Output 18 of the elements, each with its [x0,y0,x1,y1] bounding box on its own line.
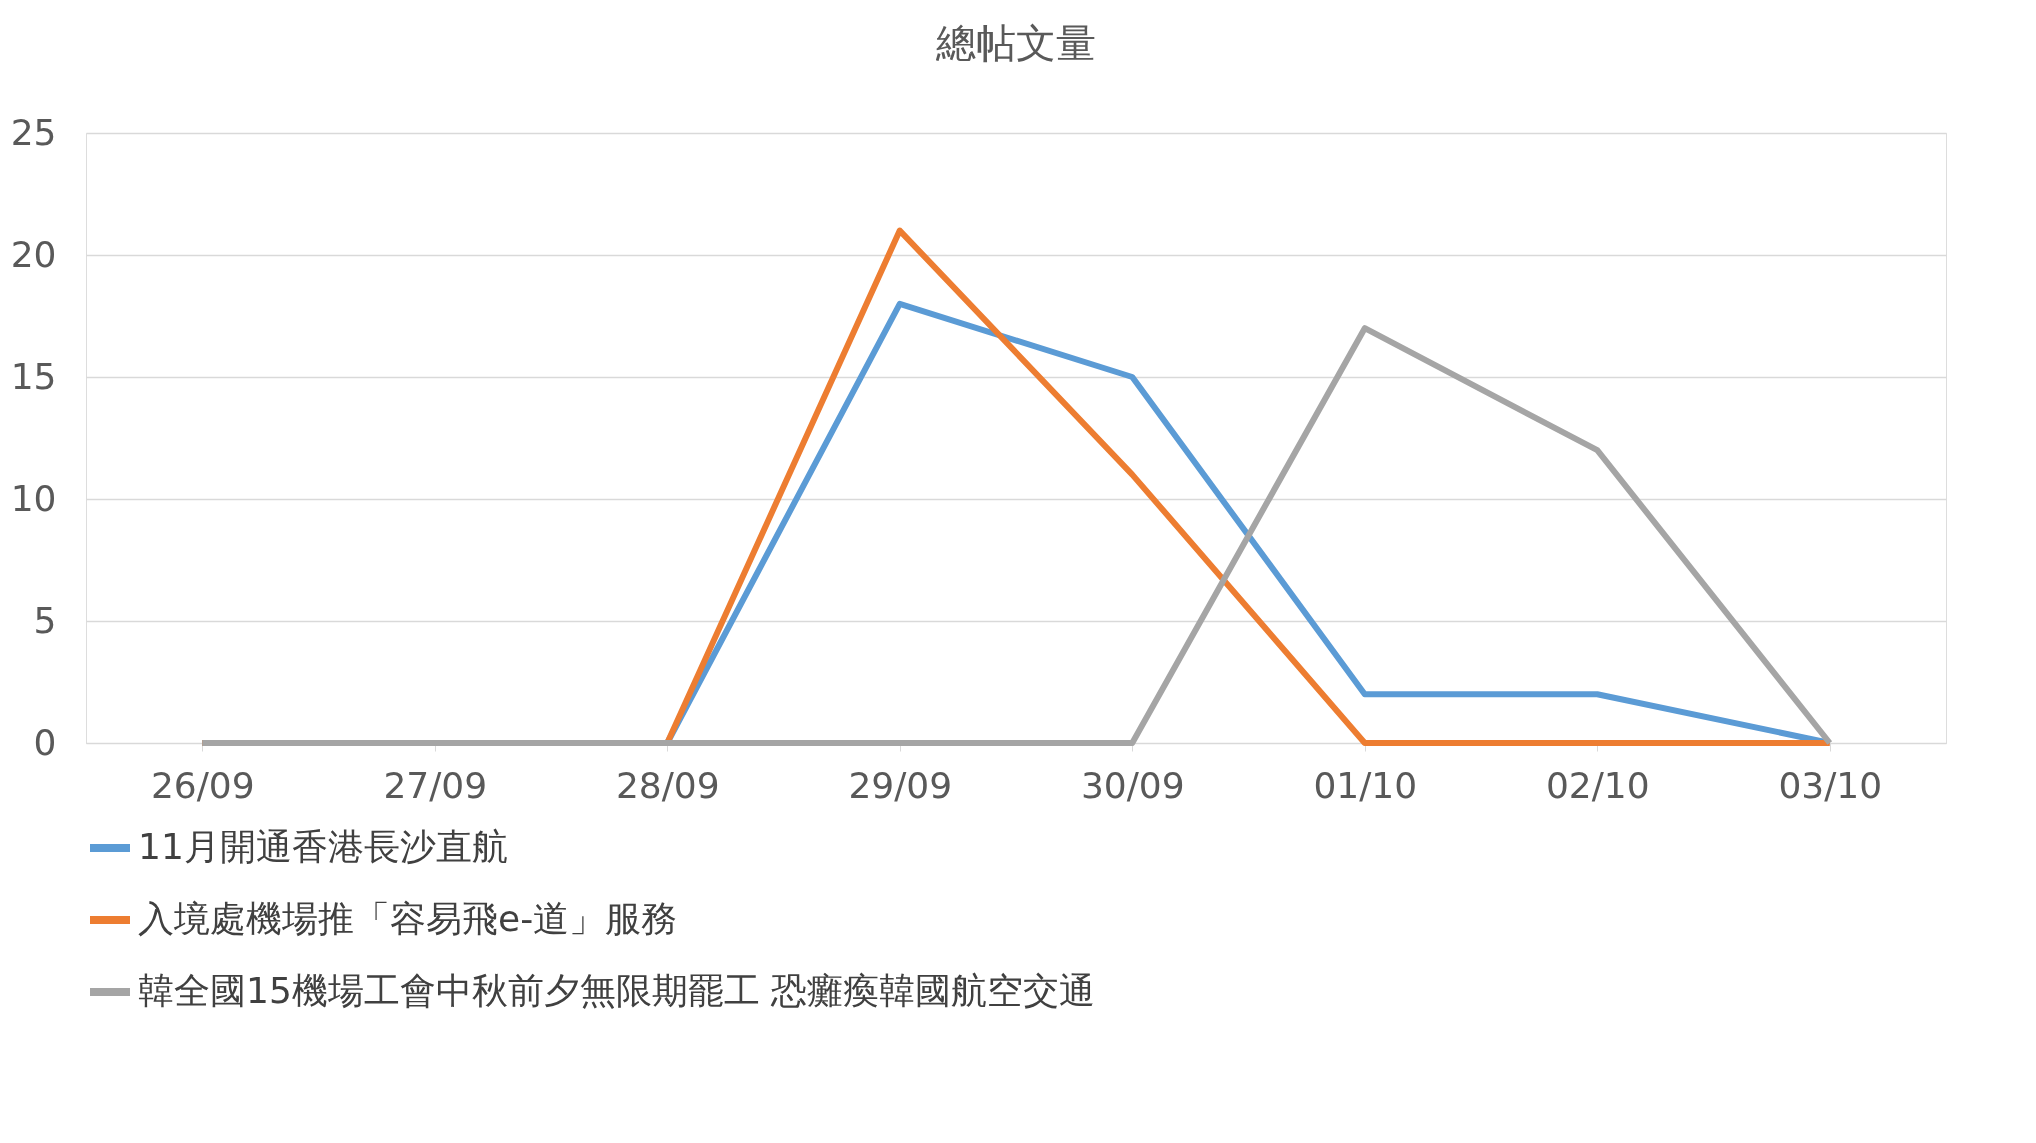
y-tick-label: 0 [33,721,57,763]
legend-label: 11月開通香港長沙直航 [138,826,508,867]
x-tick-label: 02/10 [1545,764,1650,806]
x-tick-label: 28/09 [615,764,720,806]
x-tick-label: 29/09 [848,764,953,806]
y-tick-label: 25 [10,111,57,153]
chart-title: 總帖文量 [935,20,1096,66]
y-tick-label: 10 [10,477,57,519]
legend-label: 韓全國15機場工會中秋前夕無限期罷工 恐癱瘓韓國航空交通 [138,970,1096,1011]
x-tick-label: 30/09 [1080,764,1185,806]
y-tick-label: 15 [10,355,57,397]
x-tick-label: 03/10 [1778,764,1883,806]
x-tick-label: 26/09 [150,764,255,806]
y-tick-label: 5 [33,599,57,641]
x-tick-label: 01/10 [1313,764,1418,806]
y-tick-label: 20 [10,233,57,275]
x-tick-label: 27/09 [383,764,488,806]
legend-label: 入境處機場推「容易飛e-道」服務 [138,898,678,939]
